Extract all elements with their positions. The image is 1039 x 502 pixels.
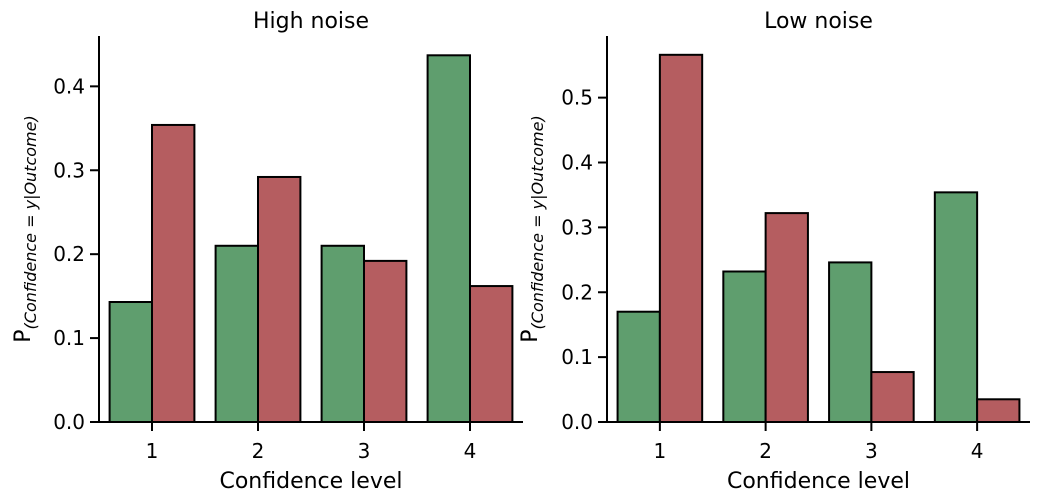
x-axis-label: Confidence level [219,469,402,494]
bar-error-3 [870,371,915,423]
x-tick-label: 2 [252,439,265,463]
chart-panel-2: Low noise 0.0 0.1 0.2 0.3 0.4 0.5 1 2 3 4 Confidenc… [518,9,1030,494]
x-tick-label: 4 [464,439,477,463]
x-axis-label: Confidence level [727,469,910,494]
y-tick-label: 0.5 [561,86,593,110]
bar-correct-4 [933,191,979,423]
y-tick-label: 0.4 [561,151,593,175]
x-tick-label: 3 [865,439,878,463]
y-tick-label: 0.1 [561,345,593,369]
y-tick-label: 0.0 [561,410,593,434]
y-axis-label-main: P [11,329,36,342]
bar-correct-4 [426,54,472,424]
y-tick-label: 0.2 [561,280,593,304]
y-axis-label-subscript: (Confidence = y|Outcome) [21,115,40,329]
y-tick-label: 0.3 [53,158,85,182]
y-tick-label: 0.0 [53,410,85,434]
bar-error-3 [363,259,408,423]
bar-error-2 [257,175,302,423]
bar-correct-3 [828,261,873,424]
y-tick-label: 0.3 [561,215,593,239]
y-axis-label: P(Confidence = y|Outcome) [518,115,547,342]
bar-correct-2 [722,270,767,423]
x-tick-label: 2 [759,439,772,463]
bar-error-4 [976,398,1021,424]
x-tick-label: 4 [971,439,984,463]
bar-error-2 [764,212,809,423]
x-tick-label: 1 [146,439,159,463]
y-axis-label-subscript: (Confidence = y|Outcome) [528,115,547,329]
bar-correct-3 [320,244,366,423]
y-tick-label: 0.1 [53,326,85,350]
chart-panel-1: High noise 0.0 0.1 0.2 0.3 0.4 1 2 3 4 Confidence … [11,9,523,494]
y-tick-label: 0.2 [53,242,85,266]
bar-correct-2 [214,244,260,423]
chart-title: Low noise [764,9,873,34]
y-axis-label-main: P [518,329,543,342]
bar-correct-1 [616,310,661,424]
bar-error-1 [658,53,704,423]
bar-error-1 [151,123,196,424]
y-tick-label: 0.4 [53,74,85,98]
x-tick-label: 3 [358,439,371,463]
bar-correct-1 [108,301,153,423]
chart-title: High noise [253,9,369,34]
y-axis-label: P(Confidence = y|Outcome) [11,115,40,342]
x-tick-label: 1 [654,439,667,463]
bar-error-4 [469,285,514,424]
